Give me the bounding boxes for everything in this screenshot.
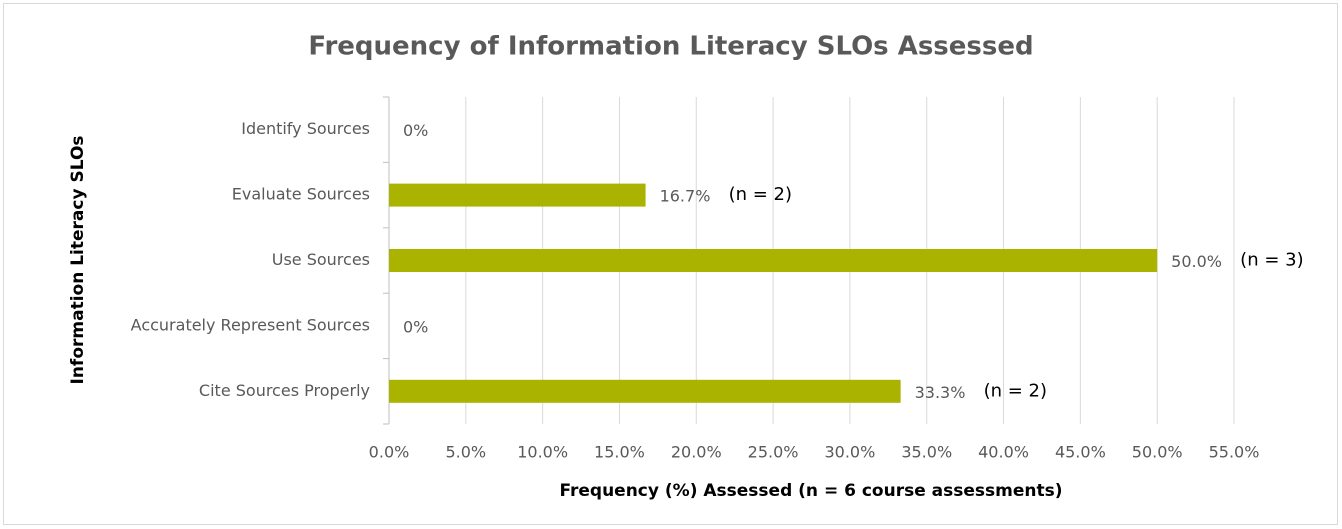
x-tick-label: 50.0%: [1132, 443, 1183, 462]
bar: [389, 379, 901, 403]
x-tick-label: 45.0%: [1055, 443, 1106, 462]
y-tick-label: Cite Sources Properly: [199, 381, 370, 400]
x-tick-label: 30.0%: [824, 443, 875, 462]
x-tick-label: 40.0%: [978, 443, 1029, 462]
y-tick-label: Use Sources: [272, 250, 370, 269]
y-axis-title: Information Literacy SLOs: [68, 135, 88, 384]
value-label: 0%: [403, 317, 428, 336]
value-label: 50.0%: [1171, 252, 1222, 271]
value-label: 16.7%: [660, 187, 711, 206]
x-axis-title: Frequency (%) Assessed (n = 6 course ass…: [559, 481, 1062, 501]
x-tick-label: 20.0%: [671, 443, 722, 462]
x-tick-label: 35.0%: [901, 443, 952, 462]
annotation: (n = 2): [984, 380, 1047, 401]
y-tick-label: Identify Sources: [241, 119, 370, 138]
chart-title: Frequency of Information Literacy SLOs A…: [308, 32, 1033, 62]
x-tick-label: 10.0%: [517, 443, 568, 462]
x-tick-label: 5.0%: [445, 443, 486, 462]
x-tick-label: 15.0%: [594, 443, 645, 462]
value-label: 0%: [403, 121, 428, 140]
bar: [389, 249, 1158, 272]
value-label: 33.3%: [915, 383, 966, 402]
y-tick-label: Accurately Represent Sources: [131, 315, 370, 334]
annotation: (n = 3): [1240, 250, 1303, 271]
y-tick-label: Evaluate Sources: [232, 185, 370, 204]
annotation: (n = 2): [729, 184, 792, 205]
x-tick-label: 25.0%: [748, 443, 799, 462]
x-tick-label: 0.0%: [369, 443, 410, 462]
x-tick-label: 55.0%: [1209, 443, 1260, 462]
bar: [389, 183, 646, 207]
